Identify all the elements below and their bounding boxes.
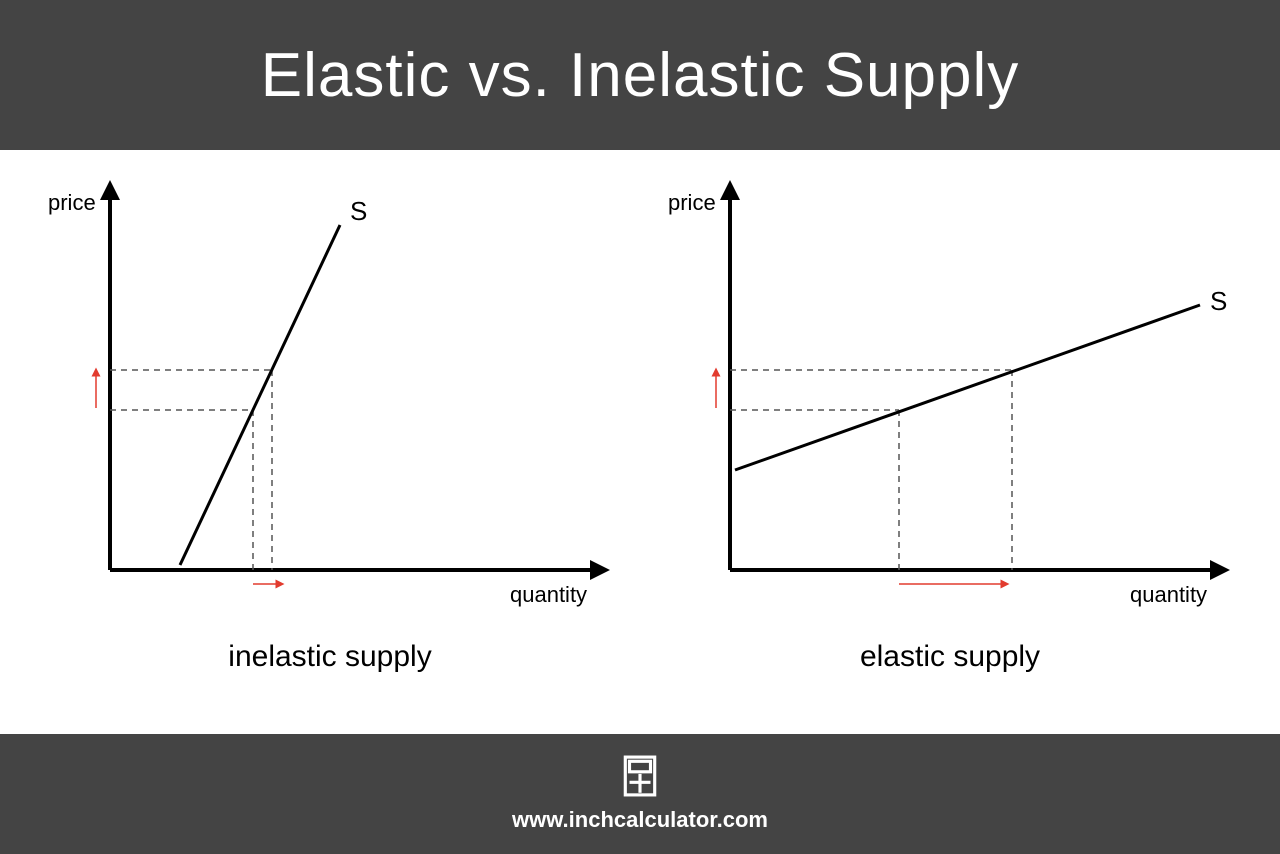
chart-inelastic: price quantity S	[30, 170, 630, 630]
caption-inelastic: inelastic supply	[228, 640, 431, 674]
svg-text:S: S	[1210, 286, 1227, 316]
caption-elastic: elastic supply	[860, 640, 1040, 674]
page: Elastic vs. Inelastic Supply	[0, 0, 1280, 854]
chart-elastic-svg: price quantity S	[650, 170, 1250, 630]
header-bar: Elastic vs. Inelastic Supply	[0, 0, 1280, 150]
svg-text:quantity: quantity	[1130, 582, 1207, 607]
chart-elastic: price quantity S	[650, 170, 1250, 630]
svg-text:S: S	[350, 196, 367, 226]
svg-text:price: price	[48, 190, 96, 215]
charts-row: price quantity S inelastic supply	[0, 150, 1280, 734]
panel-elastic: price quantity S elastic supply	[650, 170, 1250, 734]
calculator-icon	[619, 755, 661, 797]
page-title: Elastic vs. Inelastic Supply	[261, 40, 1020, 111]
svg-text:price: price	[668, 190, 716, 215]
footer-url: www.inchcalculator.com	[512, 807, 768, 833]
panel-inelastic: price quantity S inelastic supply	[30, 170, 630, 734]
svg-text:quantity: quantity	[510, 582, 587, 607]
chart-inelastic-svg: price quantity S	[30, 170, 630, 630]
footer-bar: www.inchcalculator.com	[0, 734, 1280, 854]
